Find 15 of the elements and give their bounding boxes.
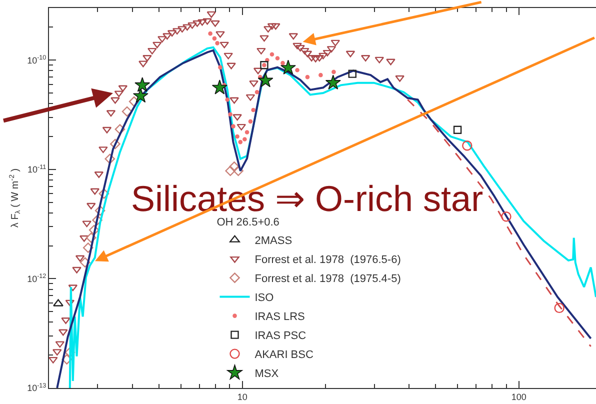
- y-tick-label: 10$^{-10}$: [27, 54, 47, 66]
- x-tick-label: 100: [511, 392, 526, 402]
- x-tick-label: 10: [237, 392, 248, 402]
- y-tick-label: 10$^{-13}$: [27, 382, 47, 394]
- legend-title: OH 26.5+0.6: [216, 216, 280, 228]
- legend-label: ISO: [254, 292, 274, 304]
- legend-label: IRAS LRS: [254, 311, 305, 324]
- legend-label: IRAS PSC: [254, 330, 306, 342]
- y-tick-label: 10$^{-11}$: [28, 164, 47, 175]
- y-tick-label: 10$^{-12}$: [27, 273, 47, 284]
- legend-label: 2MASS: [254, 235, 292, 248]
- legend-label: AKARI BSC: [254, 349, 314, 362]
- legend-label: Forrest et al. 1978 (1976.5-6): [254, 254, 401, 266]
- legend-label: MSX: [254, 368, 280, 380]
- legend-label: Forrest et al. 1978 (1975.4-5): [254, 273, 401, 286]
